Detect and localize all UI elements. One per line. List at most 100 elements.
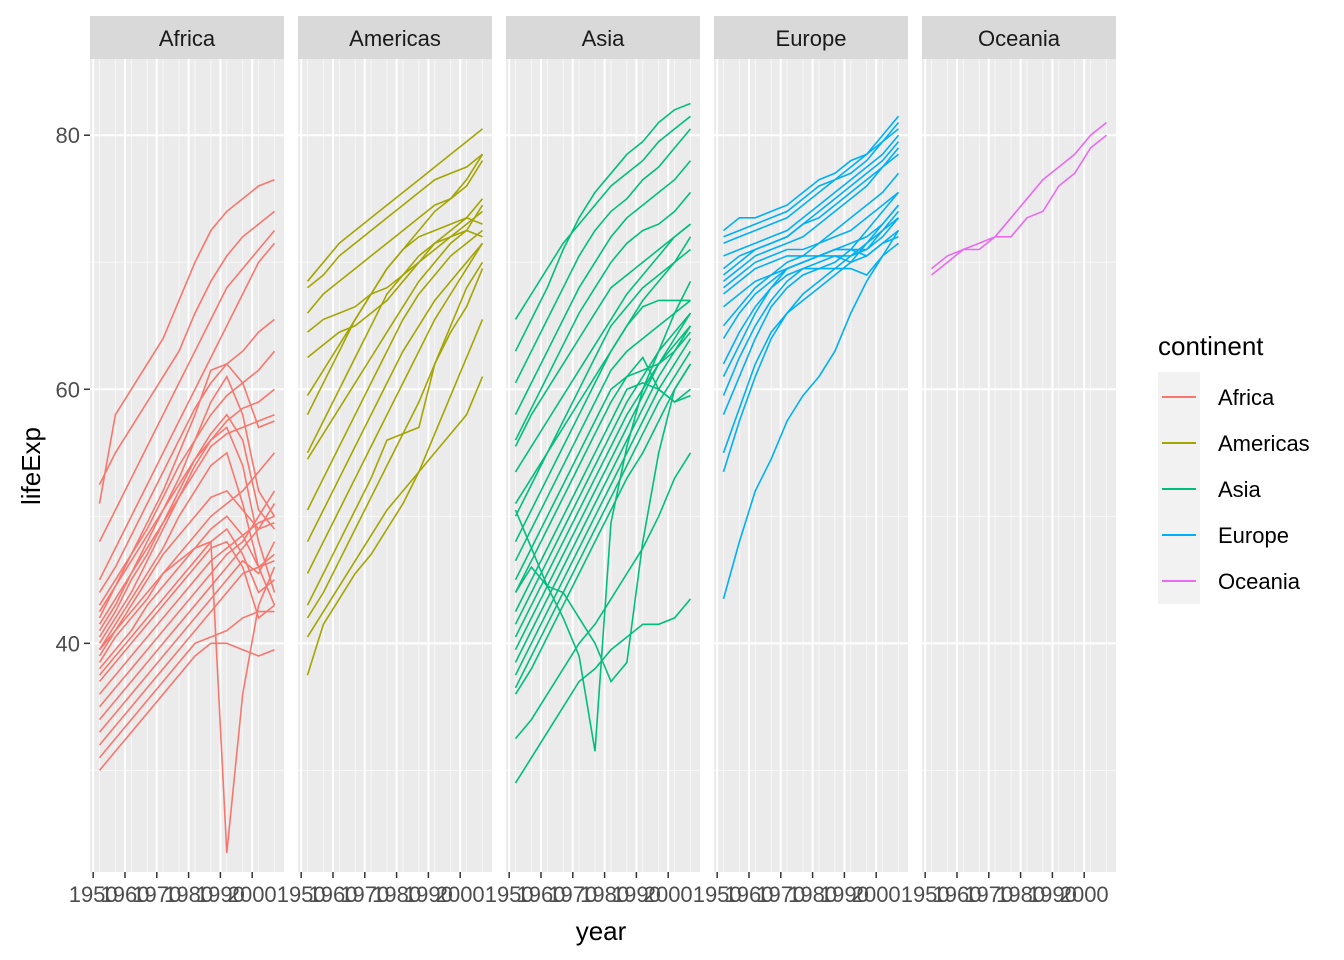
panel-background: [506, 59, 700, 872]
series-line-asia-24: [514, 452, 692, 740]
series-line-europe-8: [723, 191, 899, 289]
x-tick-label: 2000: [436, 882, 485, 907]
series-line-europe-2: [723, 121, 900, 238]
series-line-africa-1: [98, 178, 275, 504]
series-line-africa-3: [98, 229, 276, 543]
series-line-europe-16: [722, 191, 900, 416]
series-line-americas-5: [307, 198, 484, 359]
x-axis-title: year: [576, 916, 627, 946]
series-line-asia-21: [514, 363, 692, 695]
series-line-africa-24: [98, 540, 276, 853]
x-tick-label: 1950: [277, 882, 326, 907]
facet-strip-label: Oceania: [978, 26, 1061, 51]
series-line-asia-6: [514, 223, 691, 447]
series-line-asia-1: [514, 102, 691, 352]
series-line-oceania-2: [931, 134, 1107, 276]
series-line-asia-18: [514, 325, 692, 663]
series-line-asia-23: [514, 363, 692, 684]
x-tick-label: 1990: [820, 882, 869, 907]
facet-strip: [506, 16, 700, 59]
series-line-americas-8: [306, 229, 483, 454]
series-line-asia-14: [514, 382, 691, 612]
series-line-africa-14: [98, 515, 275, 670]
facet-strip: [922, 16, 1116, 59]
series-line-africa-20: [98, 541, 276, 733]
panel-background: [922, 59, 1116, 872]
series-line-europe-11: [722, 172, 900, 327]
series-line-americas-10: [306, 229, 483, 511]
legend-label-oceania: Oceania: [1218, 569, 1301, 594]
x-tick-label: 2000: [644, 882, 693, 907]
series-line-africa-19: [98, 521, 275, 721]
series-line-asia-2: [514, 115, 691, 320]
panel-background: [714, 59, 908, 872]
y-axis-title: lifeExp: [16, 427, 46, 505]
series-line-africa-23: [98, 642, 275, 771]
series-line-asia-25: [514, 598, 692, 784]
x-tick-label: 1950: [485, 882, 534, 907]
facet-strip-label: Americas: [349, 26, 441, 51]
series-line-africa-2: [98, 210, 275, 485]
series-line-europe-7: [723, 153, 899, 282]
panel-background: [90, 59, 284, 872]
legend-items: Africa Americas Asia Europe Oceania: [1162, 385, 1310, 594]
x-tick-label: 1960: [933, 882, 982, 907]
series-line-americas-2: [307, 153, 483, 289]
x-tick-label: 1980: [372, 882, 421, 907]
series-line-africa-4: [98, 242, 276, 581]
series-line-africa-21: [98, 553, 275, 746]
series-line-asia-20: [514, 350, 692, 689]
x-tick-label: 1980: [164, 882, 213, 907]
legend: continent Africa Americas Asia Europe Oceani…: [1158, 331, 1310, 604]
facet-strip-label: Africa: [159, 26, 216, 51]
series-line-oceania-1: [931, 121, 1107, 270]
x-tick-label: 1990: [404, 882, 453, 907]
series-line-americas-13: [306, 261, 484, 606]
x-tick-label: 1990: [612, 882, 661, 907]
series-line-europe-14: [722, 236, 899, 377]
x-tick-label: 1950: [693, 882, 742, 907]
series-line-asia-19: [514, 338, 692, 676]
series-line-asia-5: [514, 191, 692, 441]
series-line-americas-16: [306, 319, 484, 676]
series-line-americas-9: [306, 204, 484, 460]
x-tick-label: 2000: [1060, 882, 1109, 907]
series-line-africa-12: [98, 489, 276, 657]
facet-strip-label: Europe: [776, 26, 847, 51]
series-line-americas-3: [306, 153, 484, 314]
x-tick-label: 1970: [964, 882, 1013, 907]
x-tick-label: 1990: [1028, 882, 1077, 907]
legend-label-africa: Africa: [1218, 385, 1275, 410]
x-tick-label: 1980: [580, 882, 629, 907]
x-tick-label: 1970: [756, 882, 805, 907]
legend-title: continent: [1158, 331, 1264, 361]
series-line-africa-26: [98, 388, 275, 613]
series-line-africa-9: [98, 413, 276, 638]
x-tick-label: 2000: [852, 882, 901, 907]
series-line-asia-7: [514, 223, 691, 473]
series-line-europe-17: [722, 204, 900, 454]
series-line-americas-1: [306, 128, 483, 282]
x-tick-label: 1990: [196, 882, 245, 907]
series-line-americas-4: [307, 210, 483, 333]
series-line-europe-6: [723, 147, 900, 276]
y-tick-label: 80: [56, 123, 80, 148]
series-line-europe-19: [722, 242, 899, 600]
series-line-europe-1: [723, 115, 900, 232]
series-line-africa-10: [98, 426, 276, 644]
series-line-africa-5: [98, 318, 275, 593]
x-tick-label: 1950: [901, 882, 950, 907]
x-tick-label: 1960: [725, 882, 774, 907]
series-line-americas-7: [306, 216, 483, 416]
x-tick-label: 1970: [548, 882, 597, 907]
series-line-asia-22: [514, 280, 692, 752]
facet-strip: [714, 16, 908, 59]
x-tick-label: 1980: [996, 882, 1045, 907]
series-line-europe-18: [722, 217, 899, 473]
panel-background: [298, 59, 492, 872]
x-tick-label: 1980: [788, 882, 837, 907]
